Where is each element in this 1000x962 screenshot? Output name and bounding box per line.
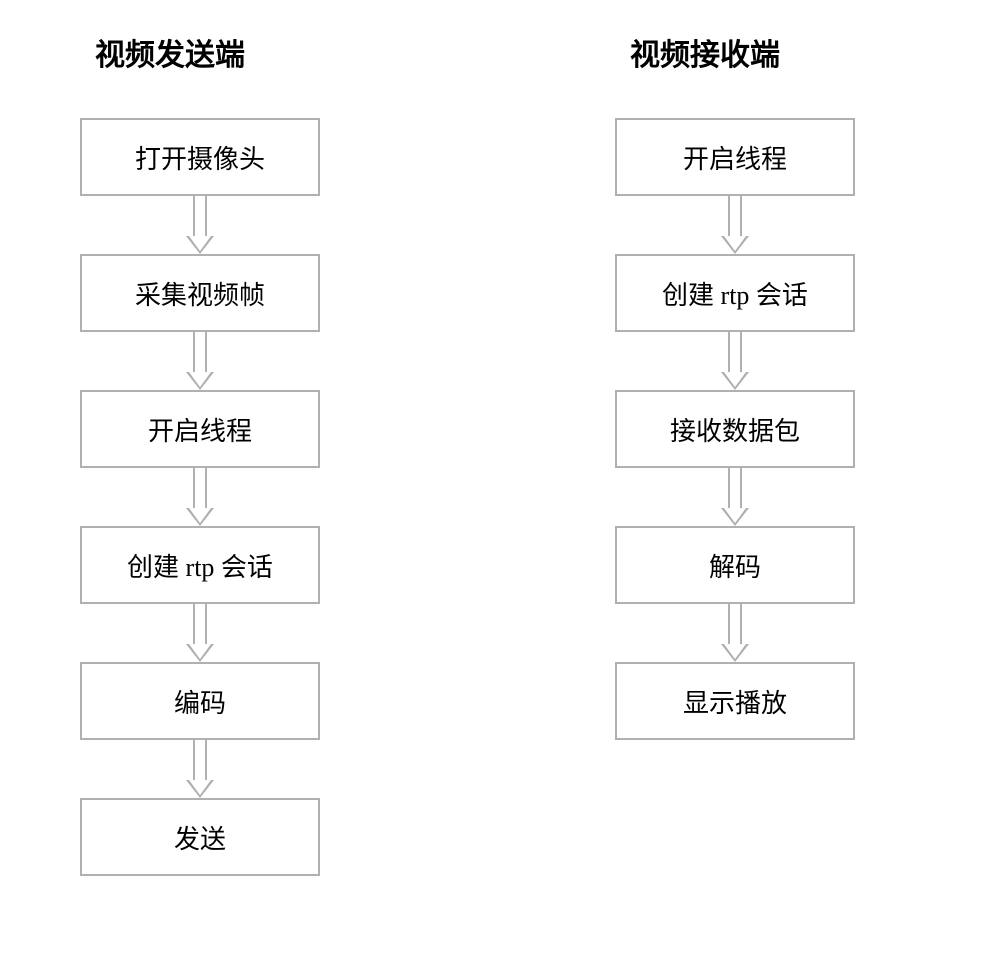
column-title-right: 视频接收端 — [630, 30, 780, 74]
column-title-left: 视频发送端 — [95, 30, 245, 74]
flow-node-create-rtp-send: 创建 rtp 会话 — [80, 526, 320, 604]
flow-arrow — [721, 332, 749, 390]
flow-node-start-thread-send: 开启线程 — [80, 390, 320, 468]
flow-node-receive-packet: 接收数据包 — [615, 390, 855, 468]
flow-node-send: 发送 — [80, 798, 320, 876]
flow-arrow — [721, 196, 749, 254]
flow-arrow — [721, 468, 749, 526]
flowchart-canvas: 视频发送端打开摄像头采集视频帧开启线程创建 rtp 会话编码发送视频接收端开启线… — [0, 0, 1000, 962]
flow-node-open-camera: 打开摄像头 — [80, 118, 320, 196]
flow-arrow — [186, 740, 214, 798]
flow-node-create-rtp-recv: 创建 rtp 会话 — [615, 254, 855, 332]
flow-arrow — [186, 604, 214, 662]
flow-node-encode: 编码 — [80, 662, 320, 740]
flow-arrow — [186, 196, 214, 254]
flow-arrow — [186, 332, 214, 390]
flow-node-start-thread-recv: 开启线程 — [615, 118, 855, 196]
flow-node-capture-frame: 采集视频帧 — [80, 254, 320, 332]
flow-node-decode: 解码 — [615, 526, 855, 604]
flow-node-display-play: 显示播放 — [615, 662, 855, 740]
flow-arrow — [186, 468, 214, 526]
flow-arrow — [721, 604, 749, 662]
